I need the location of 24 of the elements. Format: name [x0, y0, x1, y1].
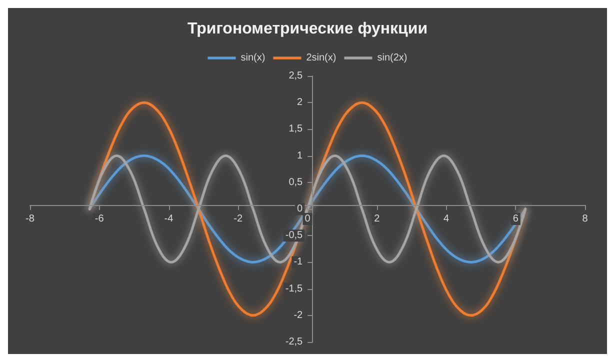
y-tick-label: 1 — [297, 150, 304, 162]
legend-label: sin(x) — [240, 52, 266, 64]
x-tick-label: 8 — [582, 214, 588, 224]
y-tick-label: 2 — [297, 97, 304, 108]
x-tick-label: 2 — [374, 214, 380, 224]
y-tick-label: 0,5 — [288, 176, 304, 188]
y-tick-label: -1,5 — [285, 283, 304, 294]
y-tick-label: 2,5 — [288, 70, 304, 82]
legend-label: 2sin(x) — [306, 52, 336, 64]
x-tick-label: 6 — [512, 214, 519, 224]
x-tick-label: -2 — [234, 214, 243, 224]
x-tick-label: -4 — [164, 214, 174, 224]
chart-title: Тригонометрические функции — [187, 20, 428, 38]
x-tick-label: 0 — [304, 214, 311, 224]
x-tick-label: -8 — [26, 214, 35, 224]
y-tick-label: -1 — [294, 256, 304, 268]
y-tick-label: -0,5 — [285, 230, 304, 242]
x-tick-label: -6 — [94, 214, 104, 224]
y-tick-label: -2,5 — [285, 336, 304, 348]
y-tick-label: 0 — [297, 204, 304, 214]
x-tick-label: 4 — [443, 214, 450, 224]
legend-label: sin(2x) — [377, 52, 408, 64]
y-tick-label: 1,5 — [288, 124, 304, 135]
y-tick-label: -2 — [294, 310, 304, 321]
